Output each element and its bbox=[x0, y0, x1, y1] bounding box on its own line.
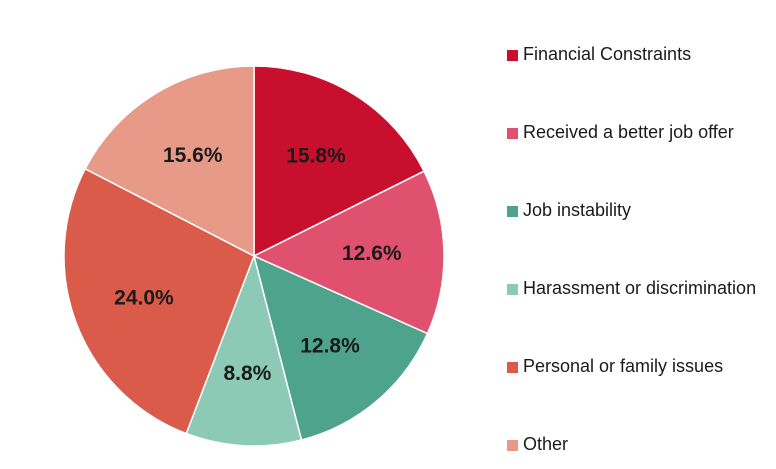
data-label-financial-constraints: 15.8% bbox=[286, 144, 346, 167]
pie-slice-harassment-or-discrimination bbox=[185, 253, 303, 447]
pie-slice-financial-constraints bbox=[253, 65, 426, 258]
data-label-harassment-or-discrimination: 8.8% bbox=[223, 362, 271, 385]
legend-item-job-instability: Job instability bbox=[507, 199, 762, 222]
pie-slice-received-a-better-job-offer bbox=[252, 170, 445, 335]
legend-item-better-job-offer: Received a better job offer bbox=[507, 121, 762, 144]
legend-label: Harassment or discrimination bbox=[523, 278, 757, 298]
legend-item-personal-family: Personal or family issues bbox=[507, 355, 762, 378]
legend-swatch-other bbox=[507, 440, 518, 451]
legend-swatch-financial-constraints bbox=[507, 50, 518, 61]
pie-slices bbox=[63, 65, 445, 447]
legend-swatch-harassment bbox=[507, 284, 518, 295]
legend-label: Personal or family issues bbox=[523, 356, 724, 376]
legend-item-other: Other bbox=[507, 433, 762, 456]
pie-data-labels: 15.8% 12.6% 12.8% 8.8% 24.0% 15.6% bbox=[114, 144, 402, 385]
pie-slice-personal-or-family-issues bbox=[63, 167, 255, 435]
data-label-other: 15.6% bbox=[163, 144, 223, 167]
data-label-job-instability: 12.8% bbox=[300, 335, 360, 358]
pie-slice-job-instability bbox=[252, 254, 429, 441]
data-label-received-a-better-job-offer: 12.6% bbox=[342, 242, 402, 265]
pie-slice-other bbox=[84, 65, 255, 258]
legend-item-harassment: Harassment or discrimination bbox=[507, 277, 762, 300]
legend: Financial Constraints Received a better … bbox=[507, 0, 767, 469]
legend-item-financial-constraints: Financial Constraints bbox=[507, 43, 762, 66]
data-label-personal-or-family-issues: 24.0% bbox=[114, 287, 174, 310]
legend-swatch-better-job-offer bbox=[507, 128, 518, 139]
legend-label: Financial Constraints bbox=[523, 44, 692, 64]
legend-label: Job instability bbox=[523, 200, 632, 220]
legend-label: Other bbox=[523, 434, 569, 454]
legend-label: Received a better job offer bbox=[523, 122, 734, 142]
legend-swatch-job-instability bbox=[507, 206, 518, 217]
legend-swatch-personal-family bbox=[507, 362, 518, 373]
